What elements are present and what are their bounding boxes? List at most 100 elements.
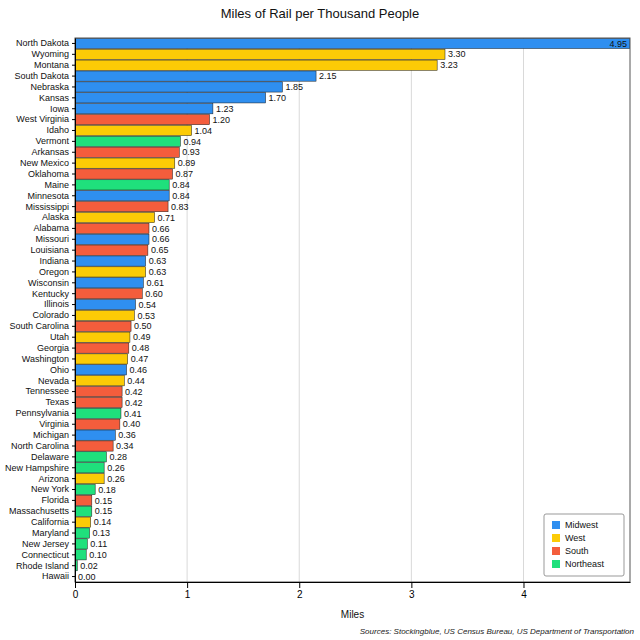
y-tick: South Carolina	[9, 321, 75, 331]
y-tick-mark	[72, 369, 75, 370]
bar	[75, 104, 213, 114]
bar	[75, 408, 121, 418]
y-tick: Louisiana	[30, 245, 75, 255]
y-tick: Oklahoma	[28, 169, 75, 179]
x-tick-mark	[75, 582, 76, 588]
x-tick-label: 3	[409, 589, 415, 600]
x-axis: 0 1 2 3 4	[73, 582, 631, 600]
bar	[75, 38, 630, 48]
data-label: 0.54	[139, 300, 157, 310]
legend-label: Northeast	[565, 559, 605, 569]
y-tick-label: Oklahoma	[28, 169, 69, 179]
data-label: 4.95	[609, 39, 627, 49]
x-tick-label: 4	[521, 589, 527, 600]
plot-frame	[75, 38, 630, 582]
bar	[75, 386, 122, 396]
y-tick-label: South Carolina	[9, 321, 69, 331]
x-tick: 2	[297, 582, 303, 600]
y-tick-label: Virginia	[39, 419, 69, 429]
data-label: 0.40	[123, 419, 141, 429]
bar	[75, 212, 155, 222]
y-tick-mark	[72, 293, 75, 294]
bar	[75, 365, 127, 375]
y-tick-label: Iowa	[50, 104, 69, 114]
data-label: 1.23	[216, 104, 234, 114]
data-label: 0.15	[95, 496, 113, 506]
y-tick-label: Arkansas	[31, 147, 69, 157]
y-tick-label: Connecticut	[21, 550, 69, 560]
y-tick-mark	[72, 282, 75, 283]
y-tick-label: Pennsylvania	[15, 408, 69, 418]
y-tick: Illinois	[44, 299, 75, 309]
y-tick: Vermont	[35, 136, 75, 146]
y-tick: Rhode Island	[16, 561, 75, 571]
data-label: 0.84	[172, 180, 190, 190]
bar	[75, 376, 124, 386]
y-tick-mark	[72, 108, 75, 109]
y-tick: Missouri	[35, 234, 75, 244]
y-tick-mark	[72, 413, 75, 414]
y-tick-mark	[72, 65, 75, 66]
legend-swatch	[552, 521, 560, 529]
data-label: 0.15	[95, 506, 113, 516]
data-label: 0.18	[98, 485, 116, 495]
y-tick-mark	[72, 195, 75, 196]
y-tick-mark	[72, 348, 75, 349]
y-tick: New Mexico	[20, 158, 75, 168]
bar	[75, 202, 168, 212]
legend-swatch	[552, 560, 560, 568]
bar	[75, 191, 169, 201]
bar	[75, 180, 169, 190]
y-tick-label: Minnesota	[27, 191, 69, 201]
y-tick: Pennsylvania	[15, 408, 75, 418]
y-tick-label: Vermont	[35, 136, 69, 146]
legend-label: South	[565, 546, 589, 556]
y-tick-label: Colorado	[32, 310, 69, 320]
bar	[75, 125, 192, 135]
data-label: 0.42	[125, 398, 143, 408]
y-tick-label: Tennessee	[25, 386, 69, 396]
y-tick-label: Delaware	[31, 452, 69, 462]
y-tick: Maryland	[32, 528, 75, 538]
data-label: 0.66	[152, 224, 170, 234]
y-tick: West Virginia	[16, 114, 75, 124]
y-tick-label: Hawaii	[42, 571, 69, 581]
y-tick: Kentucky	[32, 289, 75, 299]
data-label: 0.71	[158, 213, 176, 223]
y-tick-label: West Virginia	[16, 114, 69, 124]
y-tick: Idaho	[46, 125, 75, 135]
y-tick-mark	[72, 522, 75, 523]
x-tick-label: 0	[73, 589, 79, 600]
bar	[75, 321, 131, 331]
bar	[75, 310, 134, 320]
y-tick-label: New Hampshire	[5, 463, 69, 473]
y-tick-label: North Carolina	[11, 441, 69, 451]
bar	[75, 299, 136, 309]
y-tick-mark	[72, 250, 75, 251]
y-tick-mark	[72, 119, 75, 120]
bar	[75, 495, 92, 505]
x-tick-mark	[187, 582, 188, 588]
y-tick-mark	[72, 174, 75, 175]
x-tick-mark	[411, 582, 412, 588]
bar	[75, 452, 106, 462]
data-labels: 4.952.151.851.701.230.840.660.630.610.54…	[78, 39, 627, 582]
y-tick: Hawaii	[42, 571, 75, 581]
x-tick-label: 1	[185, 589, 191, 600]
y-tick-mark	[72, 446, 75, 447]
y-tick-mark	[72, 43, 75, 44]
y-tick: Kansas	[39, 93, 75, 103]
y-tick-label: Illinois	[44, 299, 70, 309]
bar	[75, 256, 146, 266]
plot-background	[75, 38, 630, 582]
y-tick-mark	[72, 141, 75, 142]
y-tick-mark	[72, 391, 75, 392]
legend: MidwestWestSouthNortheast	[544, 514, 624, 576]
x-tick-label: 2	[297, 589, 303, 600]
data-label: 0.65	[151, 245, 169, 255]
y-tick: Georgia	[37, 343, 75, 353]
y-tick-label: Montana	[34, 60, 69, 70]
y-tick-mark	[72, 424, 75, 425]
y-tick: Connecticut	[21, 550, 75, 560]
data-label: 0.89	[178, 158, 196, 168]
